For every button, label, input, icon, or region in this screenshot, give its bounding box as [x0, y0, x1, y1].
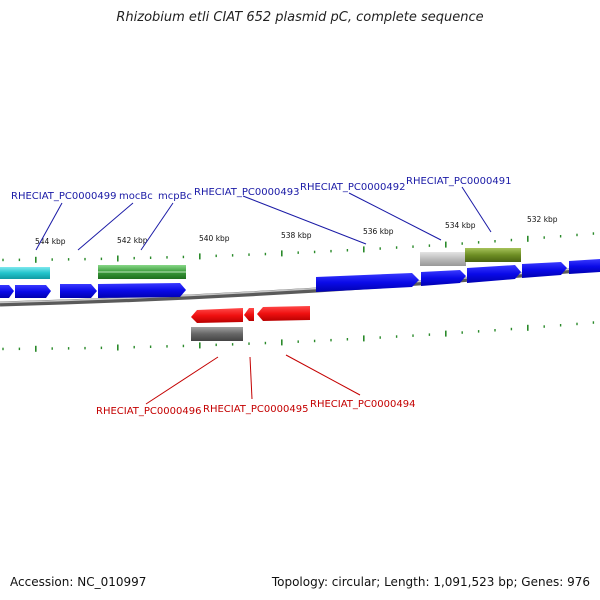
top-gene-labels: RHECIAT_PC0000499 mocBc mcpBc RHECIAT_PC… — [11, 176, 511, 202]
gene-arrow-forward[interactable] — [522, 262, 567, 278]
gene-arrow-reverse[interactable] — [244, 308, 254, 321]
gene-label[interactable]: mocBc — [119, 191, 153, 202]
lower-feature-track — [191, 327, 243, 341]
kbp-label: 544 kbp — [35, 237, 66, 246]
feature-dark-grey[interactable] — [191, 327, 243, 341]
gene-label[interactable]: RHECIAT_PC0000493 — [194, 187, 299, 198]
gene-label[interactable]: RHECIAT_PC0000491 — [406, 176, 511, 187]
kbp-label: 534 kbp — [445, 221, 476, 230]
upper-feature-track — [0, 248, 521, 279]
reverse-strand-genes — [191, 306, 310, 323]
map-title: Rhizobium etli CIAT 652 plasmid pC, comp… — [116, 10, 484, 25]
kbp-label: 538 kbp — [281, 231, 312, 240]
gene-label[interactable]: RHECIAT_PC0000494 — [310, 399, 415, 410]
topology-summary: Topology: circular; Length: 1,091,523 bp… — [271, 575, 590, 589]
gene-arrow-forward[interactable] — [98, 283, 186, 298]
bottom-label-leaders — [145, 354, 361, 405]
kbp-label: 532 kbp — [527, 215, 558, 224]
lower-tick-track — [2, 321, 595, 352]
gene-arrow-forward[interactable] — [15, 285, 51, 298]
gene-arrow-forward[interactable] — [0, 285, 14, 298]
bottom-gene-labels: RHECIAT_PC0000496 RHECIAT_PC0000495 RHEC… — [96, 399, 415, 417]
gene-label[interactable]: RHECIAT_PC0000496 — [96, 406, 201, 417]
accession-text: Accession: NC_010997 — [10, 575, 147, 589]
gene-arrow-forward[interactable] — [467, 265, 521, 283]
gene-arrow-forward[interactable] — [569, 259, 600, 274]
feature-grey[interactable] — [420, 252, 466, 266]
gene-arrow-forward[interactable] — [421, 270, 466, 286]
feature-cyan[interactable] — [0, 267, 50, 279]
gene-arrow-forward[interactable] — [60, 284, 97, 298]
gene-arrow-forward[interactable] — [316, 273, 419, 292]
top-label-leaders — [35, 186, 492, 251]
kbp-label: 540 kbp — [199, 234, 230, 243]
forward-strand-genes — [0, 259, 600, 298]
feature-olive[interactable] — [465, 248, 521, 262]
gene-arrow-reverse[interactable] — [191, 308, 243, 323]
gene-arrow-reverse[interactable] — [257, 306, 310, 321]
gene-label[interactable]: RHECIAT_PC0000495 — [203, 404, 308, 415]
kbp-scale: 544 kbp 542 kbp 540 kbp 538 kbp 536 kbp … — [35, 215, 558, 246]
gene-label[interactable]: RHECIAT_PC0000492 — [300, 182, 405, 193]
upper-tick-track — [2, 232, 595, 263]
gene-label[interactable]: mcpBc — [158, 191, 192, 202]
kbp-label: 542 kbp — [117, 236, 148, 245]
gene-label[interactable]: RHECIAT_PC0000499 — [11, 191, 116, 202]
kbp-label: 536 kbp — [363, 227, 394, 236]
